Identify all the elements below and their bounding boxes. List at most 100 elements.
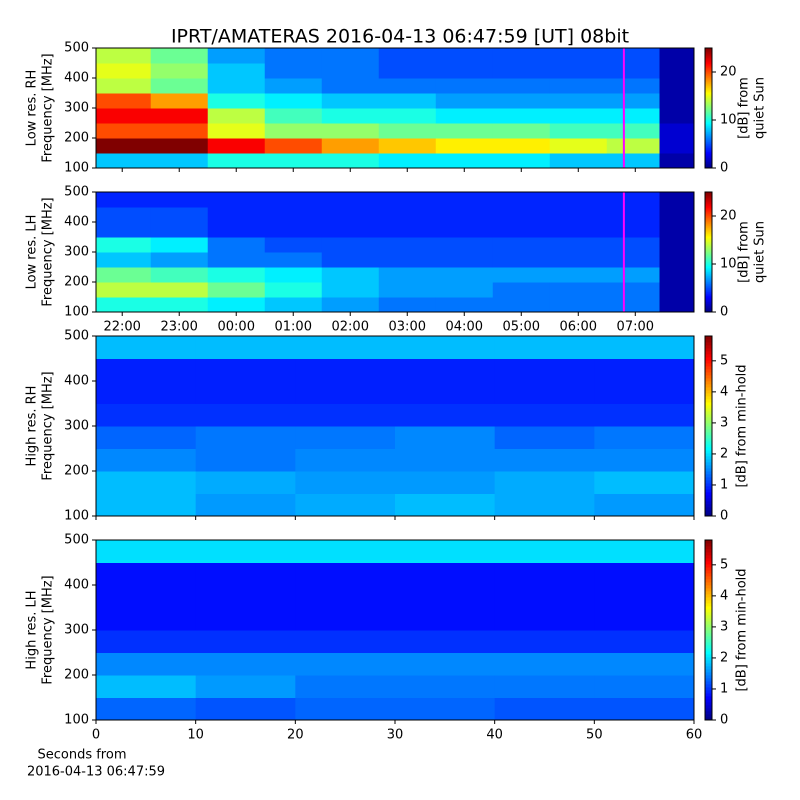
colorbar-step — [705, 402, 712, 406]
colorbar-label: [dB] from — [737, 221, 752, 283]
heatmap-cell — [195, 358, 296, 382]
colorbar-step — [705, 228, 712, 231]
colorbar-step — [705, 369, 712, 373]
heatmap-cell — [494, 358, 595, 382]
heatmap-cell — [395, 426, 496, 449]
heatmap-cell — [606, 108, 661, 124]
heatmap-cell — [659, 237, 695, 253]
heatmap-cell — [264, 93, 323, 109]
heatmap-cell — [321, 267, 380, 283]
colorbar-step — [705, 164, 712, 167]
x-tick-label: 60 — [686, 728, 703, 743]
heatmap-cell — [96, 540, 197, 563]
colorbar-frame — [704, 191, 713, 313]
colorbar-step — [705, 456, 712, 460]
heatmap-cell — [96, 237, 152, 253]
colorbar-step — [705, 462, 712, 466]
colorbar-step — [705, 56, 712, 59]
heatmap-cell — [96, 123, 152, 139]
y-axis-label: High res. LH — [25, 590, 40, 669]
heatmap-cell — [150, 252, 209, 268]
heatmap-cell — [295, 675, 396, 698]
colorbar-step — [705, 150, 712, 153]
heatmap-cell — [494, 652, 595, 676]
colorbar-label: [dB] from min-hold — [735, 364, 750, 487]
heatmap-cell — [659, 153, 695, 169]
y-tick-label: 400 — [64, 374, 89, 389]
colorbar-step — [705, 262, 712, 265]
colorbar-step — [705, 693, 712, 697]
y-tick-label: 300 — [64, 101, 89, 116]
x-tick-label: 22:00 — [103, 320, 140, 335]
heatmap-cell — [549, 282, 608, 298]
heatmap-cell — [435, 108, 494, 124]
colorbar-step — [705, 666, 712, 670]
heatmap-cell — [606, 297, 661, 313]
heatmap-cell — [295, 448, 396, 472]
heatmap-cell — [435, 282, 494, 298]
heatmap-cell — [321, 237, 380, 253]
heatmap-cell — [606, 93, 661, 109]
colorbar-step — [705, 711, 712, 715]
heatmap-cell — [96, 252, 152, 268]
heatmap-cell — [321, 207, 380, 223]
colorbar-step — [705, 444, 712, 448]
colorbar-step — [705, 220, 712, 223]
colorbar-step — [705, 705, 712, 709]
colorbar-step — [705, 468, 712, 472]
colorbar-step — [705, 274, 712, 277]
heatmap-cell — [395, 630, 496, 653]
colorbar-step — [705, 58, 712, 61]
colorbar-step — [705, 128, 712, 131]
colorbar-step — [705, 639, 712, 643]
colorbar-step — [705, 435, 712, 439]
heatmap-cell — [549, 153, 608, 169]
heatmap-cell — [96, 607, 197, 631]
heatmap-cell — [295, 562, 396, 586]
y-tick-label: 400 — [64, 71, 89, 86]
heatmap-cell — [395, 358, 496, 382]
colorbar-step — [705, 124, 712, 127]
heatmap-cell — [659, 222, 695, 238]
heatmap-cell — [295, 652, 396, 676]
colorbar-step — [705, 582, 712, 586]
colorbar-step — [705, 615, 712, 619]
colorbar-step — [705, 310, 712, 313]
heatmap-cell — [594, 630, 695, 653]
heatmap-cell — [195, 562, 296, 586]
colorbar-step — [705, 624, 712, 628]
colorbar-step — [705, 226, 712, 229]
colorbar-step — [705, 576, 712, 580]
heatmap-cell — [295, 697, 396, 721]
heatmap-cell — [207, 123, 266, 139]
x-tick-label: 0 — [92, 728, 100, 743]
colorbar-step — [705, 417, 712, 421]
colorbar-tick-label: 4 — [720, 384, 728, 399]
heatmap-cell — [492, 78, 551, 94]
heatmap-cell — [295, 358, 396, 382]
colorbar-step — [705, 687, 712, 691]
y-axis-label: Frequency [MHz] — [41, 575, 56, 684]
colorbar-step — [705, 360, 712, 364]
heatmap-cell — [96, 297, 152, 313]
heatmap-cell — [395, 381, 496, 404]
colorbar-tick-label: 1 — [720, 681, 728, 696]
heatmap-cell — [492, 48, 551, 64]
colorbar-step — [705, 633, 712, 637]
heatmap-cell — [150, 282, 209, 298]
heatmap-cell — [195, 493, 296, 517]
colorbar-tick-label: 5 — [720, 353, 728, 368]
heatmap-cell — [494, 630, 595, 653]
heatmap-cell — [150, 123, 209, 139]
colorbar-step — [705, 543, 712, 547]
heatmap-cell — [264, 282, 323, 298]
heatmap-cell — [435, 153, 494, 169]
heatmap-cell — [494, 381, 595, 404]
colorbar-step — [705, 381, 712, 385]
heatmap-cell — [594, 540, 695, 563]
x-tick-label: 30 — [387, 728, 404, 743]
colorbar-step — [705, 636, 712, 640]
heatmap-cell — [594, 358, 695, 382]
heatmap-cell — [150, 192, 209, 208]
heatmap-cell — [378, 138, 437, 154]
